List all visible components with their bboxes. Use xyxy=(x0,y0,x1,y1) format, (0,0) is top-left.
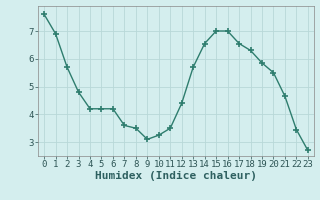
X-axis label: Humidex (Indice chaleur): Humidex (Indice chaleur) xyxy=(95,171,257,181)
